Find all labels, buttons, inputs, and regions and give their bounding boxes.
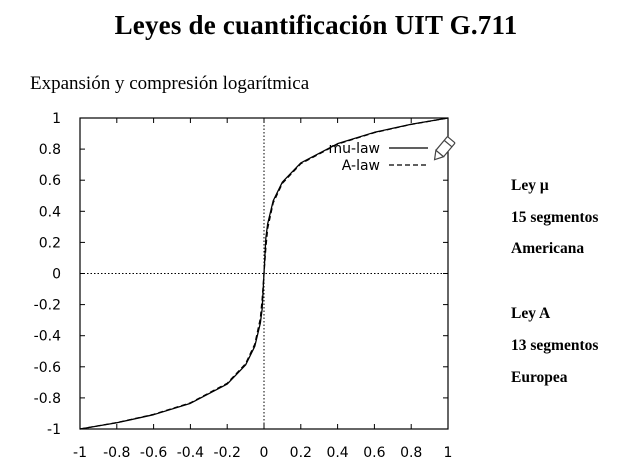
- y-tick-label: 0.8: [39, 142, 61, 158]
- y-tick-label: -0.2: [34, 298, 61, 314]
- y-tick-label: -0.4: [34, 329, 61, 345]
- chart-subtitle: Expansión y compresión logarítmica: [30, 73, 310, 94]
- y-tick-label: -1: [47, 422, 61, 438]
- x-tick-label: -0.8: [103, 445, 130, 461]
- x-tick-label: 0: [260, 445, 269, 461]
- note-segments-a: 13 segmentos: [511, 337, 599, 354]
- legend-label-mu-law: mu-law: [329, 141, 380, 157]
- page-title: Leyes de cuantificación UIT G.711: [114, 10, 518, 40]
- note-region-a: Europea: [511, 369, 568, 386]
- x-tick-label: 0.2: [290, 445, 312, 461]
- y-tick-label: 0.4: [39, 204, 61, 220]
- x-tick-label: -0.6: [140, 445, 167, 461]
- x-tick-label: -0.2: [214, 445, 241, 461]
- y-tick-label: 0.2: [39, 235, 61, 251]
- x-tick-label: 0.6: [363, 445, 385, 461]
- note-ley-a: Ley A: [511, 305, 551, 322]
- y-tick-label: 0.6: [39, 173, 61, 189]
- pencil-icon[interactable]: [431, 136, 456, 163]
- series-line-a-law: [79, 117, 449, 430]
- legend-label-a-law: A-law: [342, 158, 380, 174]
- x-tick-label: 0.8: [400, 445, 422, 461]
- note-ley-mu: Ley μ: [511, 177, 549, 194]
- note-segments-mu: 15 segmentos: [511, 209, 599, 226]
- x-tick-label: 0.4: [326, 445, 348, 461]
- y-tick-label: -0.6: [34, 360, 61, 376]
- x-tick-label: 1: [444, 445, 453, 461]
- y-tick-label: -0.8: [34, 391, 61, 407]
- y-tick-label: 1: [52, 111, 61, 127]
- x-tick-label: -0.4: [177, 445, 204, 461]
- x-tick-label: -1: [73, 445, 87, 461]
- y-tick-label: 0: [52, 267, 61, 283]
- note-region-mu: Americana: [511, 240, 585, 257]
